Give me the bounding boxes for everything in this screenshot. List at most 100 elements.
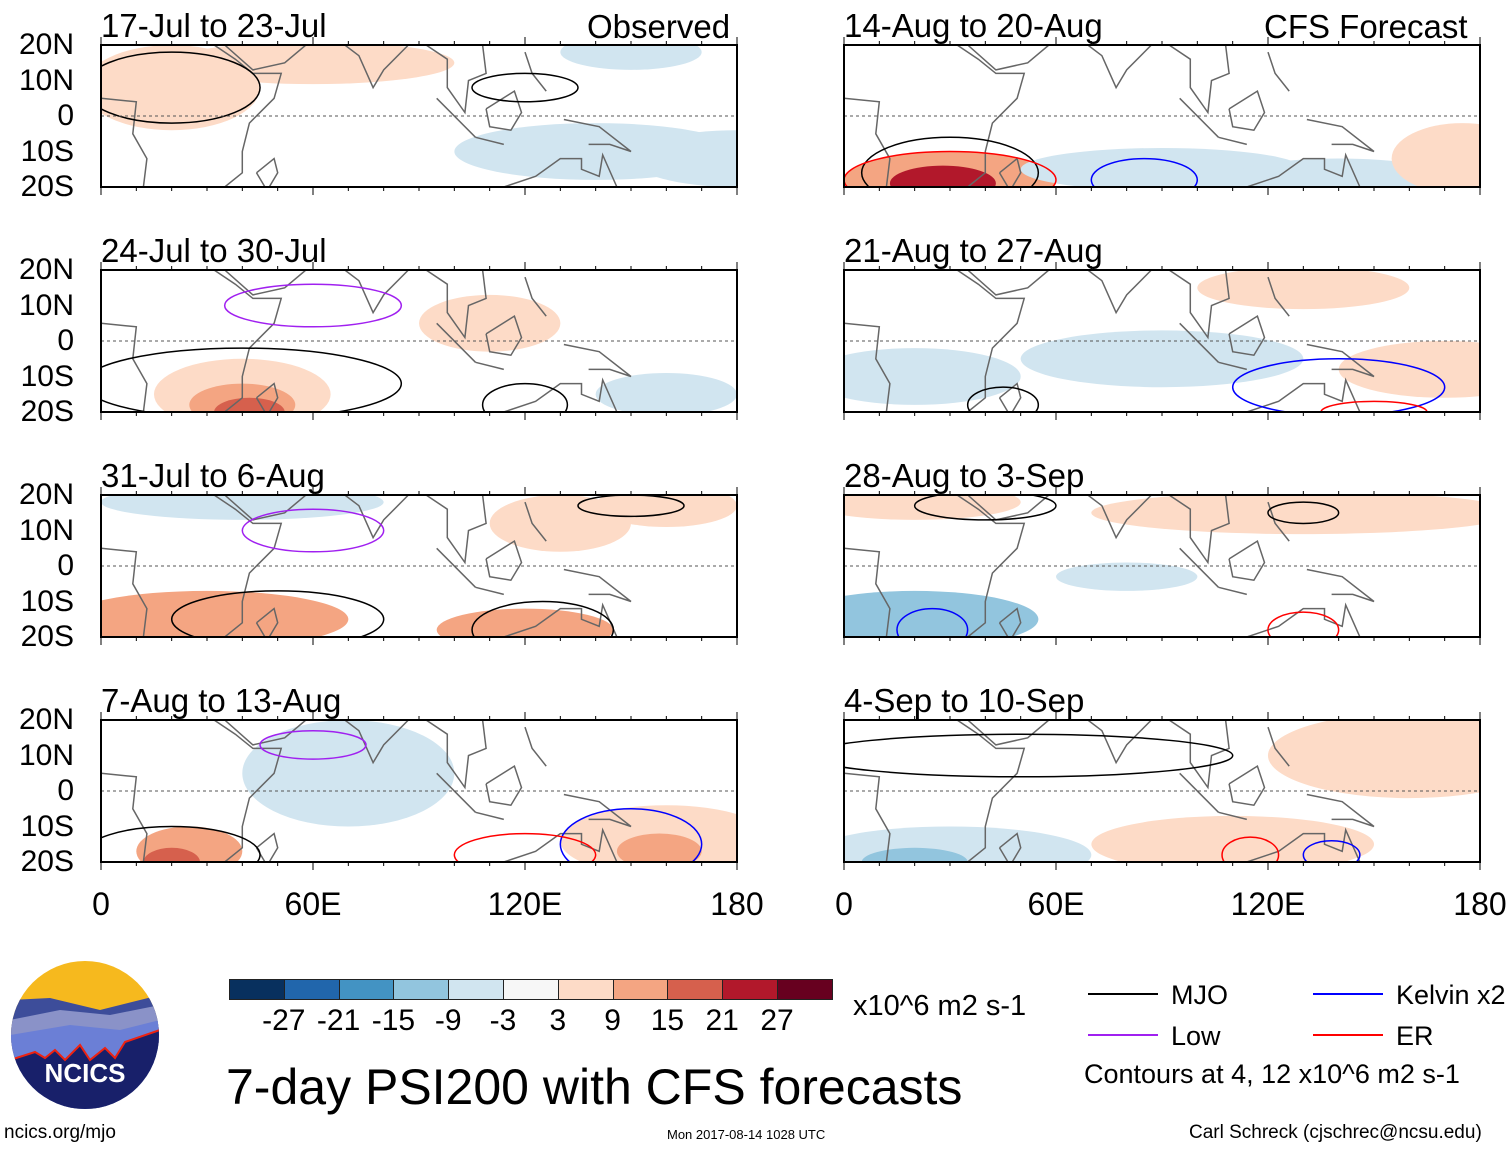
- coastline: [503, 827, 618, 862]
- legend-line: [1313, 1034, 1383, 1036]
- coastline: [967, 270, 1050, 296]
- psi-anomaly-shade: [1268, 720, 1480, 799]
- coastline: [1168, 45, 1230, 115]
- coastline: [524, 276, 547, 317]
- wave-contour: [1231, 358, 1446, 412]
- wave-contour: [559, 808, 703, 862]
- coastline: [101, 772, 148, 862]
- legend-line: [1088, 1034, 1158, 1036]
- coastline: [1218, 586, 1247, 596]
- wave-contour: [453, 832, 597, 862]
- coastline: [1218, 136, 1247, 146]
- colorbar-swatch: [448, 979, 504, 1000]
- coastline: [1168, 270, 1230, 340]
- coastline: [255, 157, 279, 187]
- lat-tick-label: 20N: [18, 253, 74, 286]
- colorbar-label: -9: [434, 1004, 462, 1037]
- psi-anomaly-shade: [1056, 562, 1198, 591]
- coastline: [844, 547, 891, 637]
- legend-line: [1088, 993, 1158, 995]
- psi-anomaly-shade: [889, 165, 996, 187]
- lat-tick-label: 0: [57, 99, 74, 132]
- coastline: [1179, 322, 1220, 363]
- coastline: [1168, 720, 1230, 790]
- coastline: [213, 720, 283, 862]
- coastline: [998, 832, 1022, 862]
- colorbar-swatch: [283, 979, 340, 1000]
- colorbar-swatch: [557, 979, 614, 1000]
- psi-anomaly-shade: [844, 495, 1021, 520]
- panel-title: 28-Aug to 3-Sep: [844, 457, 1085, 494]
- wave-contour: [101, 347, 403, 412]
- coastline: [1218, 361, 1247, 371]
- map-panel: [843, 712, 1481, 870]
- wave-contour: [1221, 836, 1280, 862]
- observed-label: Observed: [587, 8, 731, 45]
- wave-contour: [896, 607, 969, 637]
- psi-anomaly-shade: [1232, 158, 1445, 187]
- coastline: [1179, 772, 1220, 813]
- psi-anomaly-shade: [242, 720, 455, 827]
- coastline: [224, 270, 307, 296]
- map-panel: [843, 37, 1481, 195]
- lat-tick-label: 0: [57, 774, 74, 807]
- psi-anomaly-shade: [101, 590, 349, 637]
- psi-anomaly-shade: [1091, 815, 1374, 862]
- lat-tick-label: 20S: [20, 845, 74, 878]
- coastline: [1246, 602, 1361, 637]
- panel-title: 14-Aug to 20-Aug: [844, 7, 1103, 44]
- coastline: [844, 322, 891, 412]
- lat-tick-label: 10N: [18, 288, 74, 322]
- lat-tick-label: 20S: [20, 170, 74, 203]
- lat-tick-label: 10N: [18, 63, 74, 97]
- contour-note: Contours at 4, 12 x10^6 m2 s-1: [1084, 1059, 1460, 1089]
- wave-contour: [844, 733, 1234, 778]
- coastline: [255, 832, 279, 862]
- coastline: [1228, 764, 1266, 807]
- coastline: [101, 97, 148, 187]
- lat-tick-label: 10S: [20, 584, 74, 618]
- coastline: [956, 720, 1026, 862]
- coastline: [1228, 539, 1266, 582]
- url-text: ncics.org/mjo: [4, 1122, 116, 1143]
- coastline: [1306, 343, 1375, 378]
- legend-label: ER: [1396, 1021, 1434, 1051]
- coastline: [1087, 720, 1152, 765]
- lon-tick-label: 180: [1453, 886, 1507, 922]
- coastline: [1306, 118, 1375, 153]
- legend-label: Kelvin x2: [1396, 980, 1506, 1010]
- coastline: [563, 793, 632, 828]
- panel-title: 21-Aug to 27-Aug: [844, 232, 1103, 269]
- map-panel: [100, 37, 738, 195]
- psi-anomaly-shade: [595, 373, 737, 412]
- coastline: [101, 547, 148, 637]
- panel-title: 4-Sep to 10-Sep: [844, 682, 1085, 719]
- coastline: [425, 720, 487, 790]
- coastline: [425, 495, 487, 565]
- coastline: [967, 495, 1050, 521]
- wave-contour: [241, 508, 385, 553]
- legend-line: [1313, 993, 1383, 995]
- lat-tick-label: 20S: [20, 395, 74, 428]
- coastline: [956, 270, 1026, 412]
- units-label: x10^6 m2 s-1: [853, 990, 1027, 1022]
- coastline: [425, 270, 487, 340]
- psi-anomaly-shade: [171, 45, 455, 85]
- colorbar-swatch: [777, 979, 833, 1000]
- wave-contour: [1267, 501, 1340, 525]
- psi-anomaly-shade: [214, 397, 285, 412]
- coastline: [844, 772, 891, 862]
- coastline: [563, 343, 632, 378]
- map-panel: [100, 262, 738, 420]
- coastline: [1087, 45, 1152, 90]
- colorbar-label: 15: [650, 1004, 685, 1037]
- coastline: [101, 322, 148, 412]
- coastline: [213, 270, 283, 412]
- coastline: [844, 97, 891, 187]
- panel-title: 7-Aug to 13-Aug: [101, 682, 342, 719]
- colorbar-swatch: [338, 979, 395, 1000]
- colorbar-label: -21: [316, 1004, 361, 1037]
- colorbar-swatch: [612, 979, 669, 1000]
- coastline: [224, 720, 307, 746]
